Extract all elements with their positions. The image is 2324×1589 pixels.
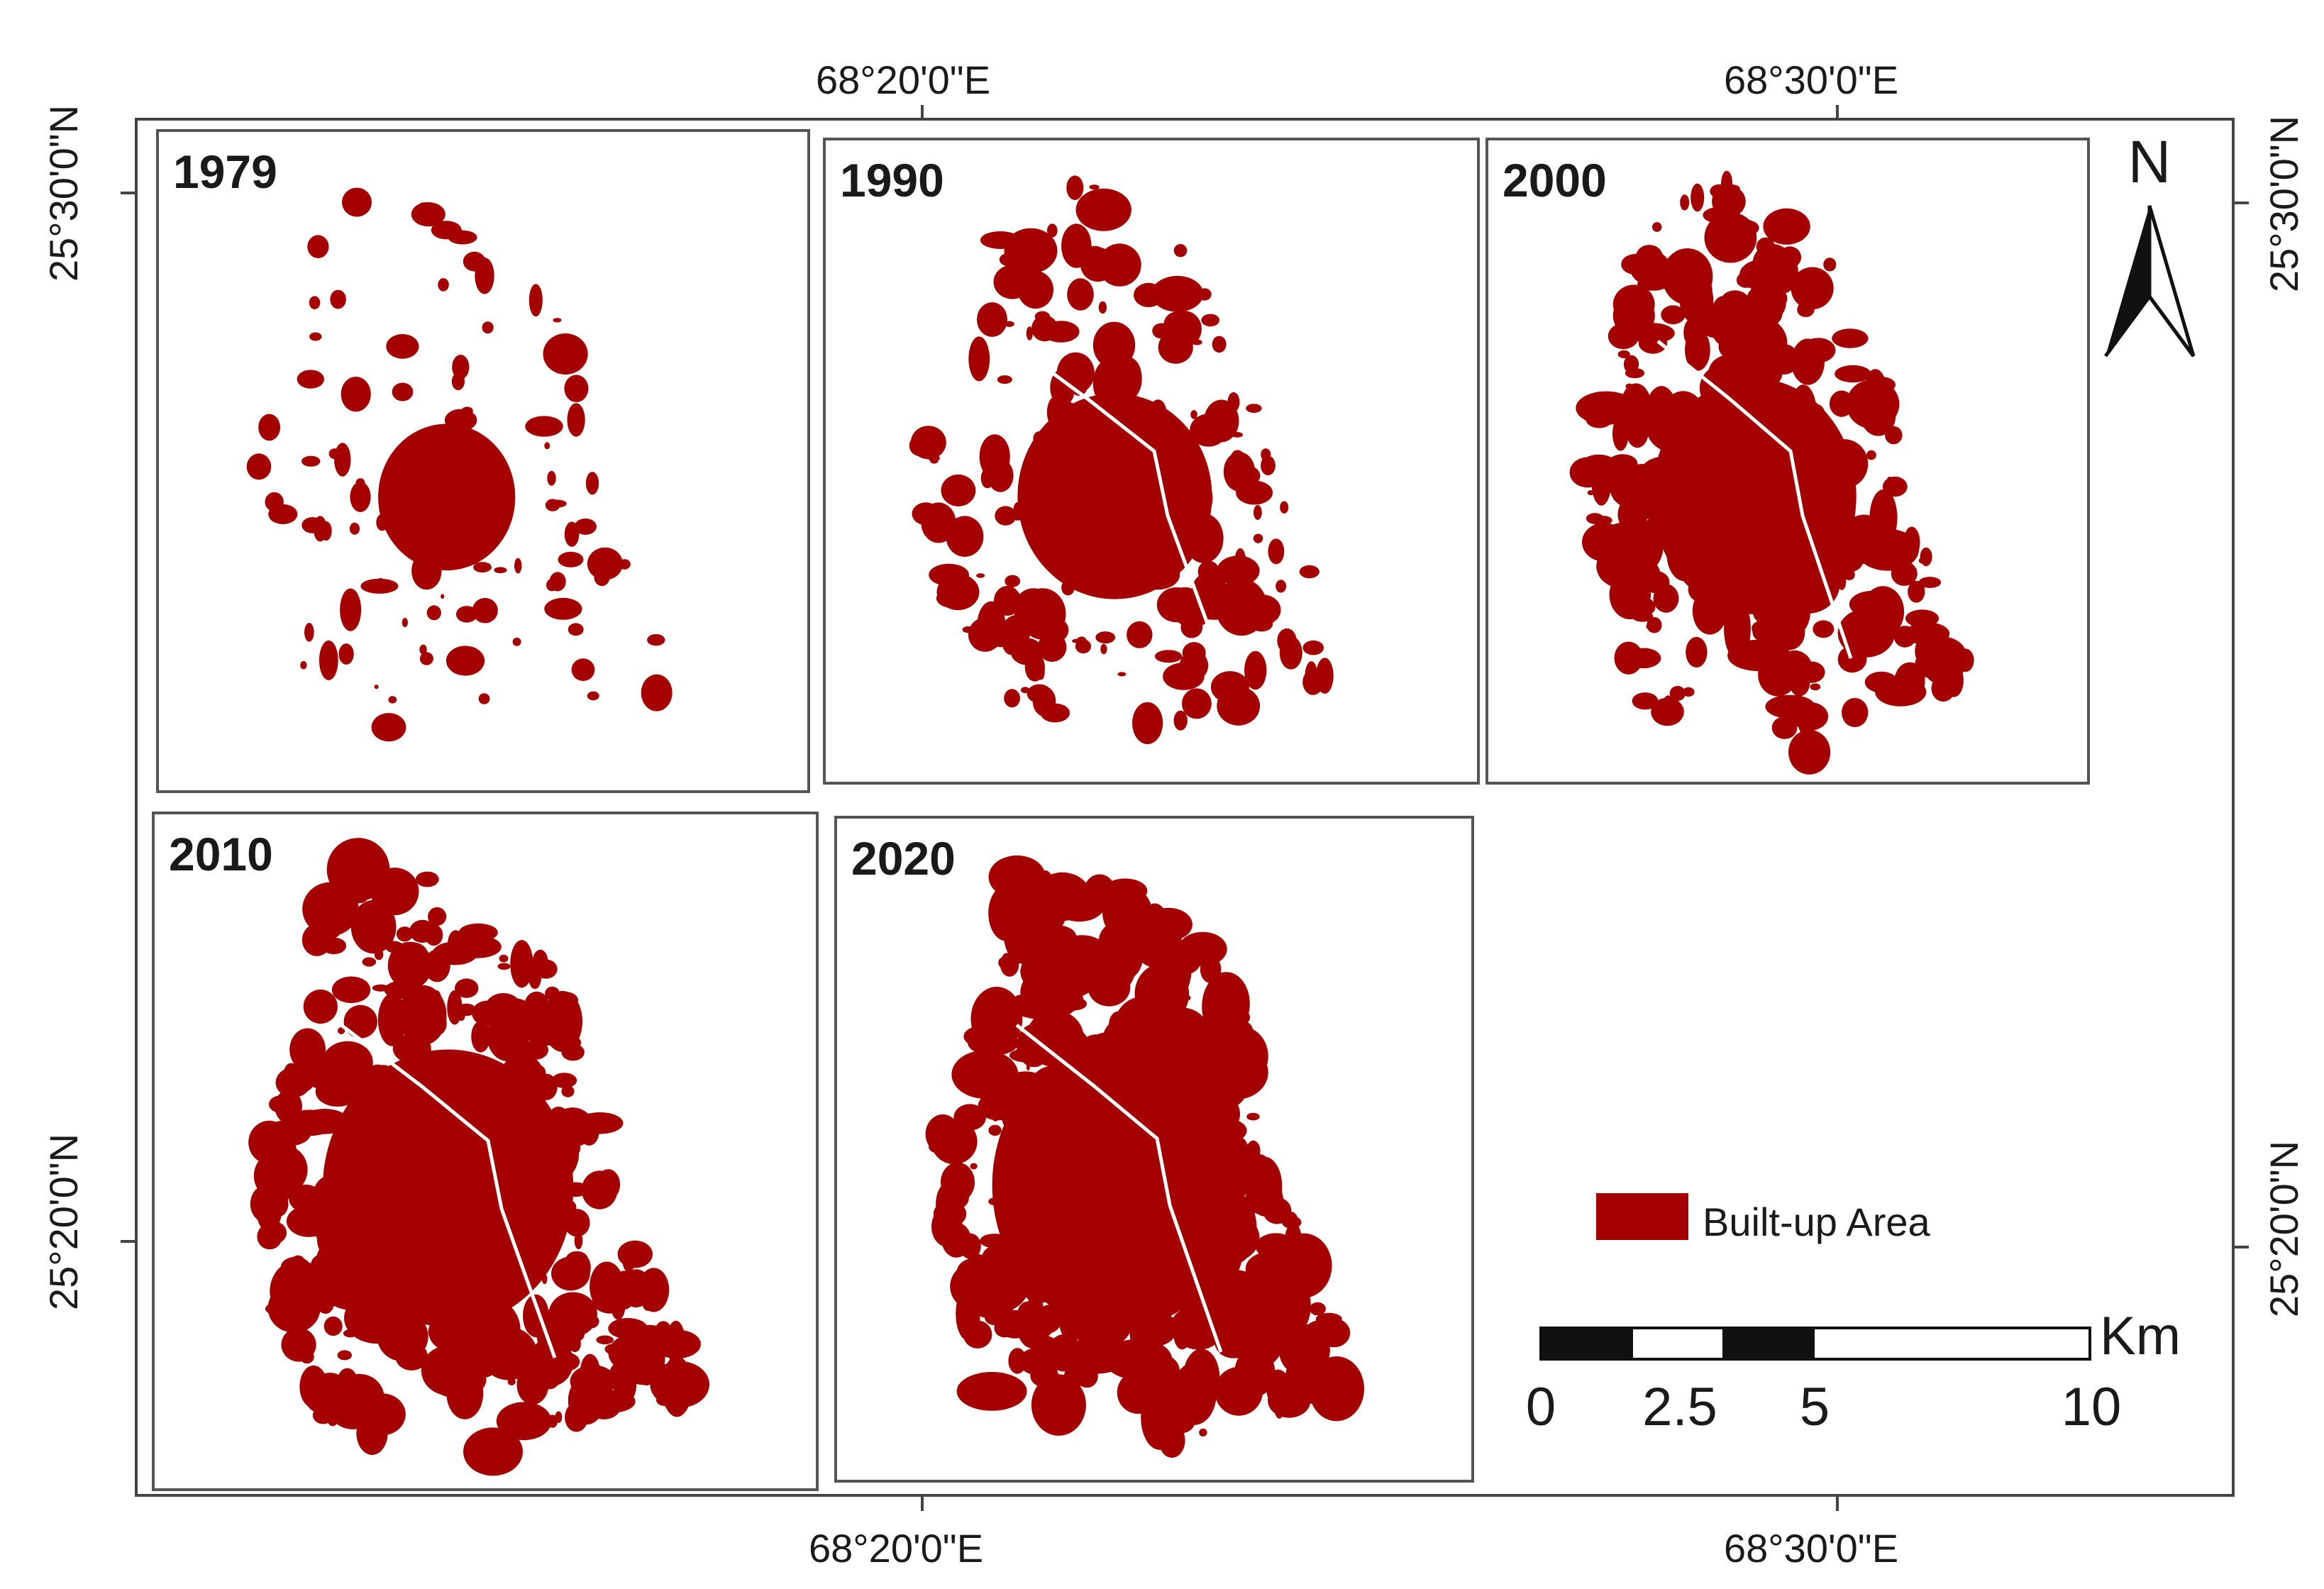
built-up-area bbox=[246, 187, 673, 742]
right-latitude-top: 25°30'0"N bbox=[2262, 115, 2307, 293]
built-up-map-2020 bbox=[925, 855, 1364, 1458]
bottom-longitude-right: 68°30'0"E bbox=[1724, 1526, 1899, 1571]
map-frame bbox=[135, 118, 2235, 1497]
built-up-area bbox=[248, 838, 709, 1476]
bottom-longitude-left: 68°20'0"E bbox=[809, 1526, 984, 1571]
built-up-area bbox=[1569, 170, 1974, 775]
left-latitude-top: 25°30'0"N bbox=[41, 104, 87, 282]
panel-year-label: 2010 bbox=[169, 828, 273, 880]
panel-year-label: 2000 bbox=[1503, 154, 1607, 206]
north-arrow: N bbox=[2100, 128, 2199, 369]
canal-line bbox=[1656, 340, 1853, 659]
map-panel-2000: 2000 bbox=[1485, 138, 2090, 785]
canal-line bbox=[1008, 339, 1222, 659]
scale-label-5: 5 bbox=[1799, 1377, 1830, 1437]
built-up-map-2010 bbox=[248, 838, 709, 1476]
tick-right-top bbox=[2233, 201, 2249, 204]
scale-unit: Km bbox=[2100, 1306, 2181, 1366]
legend-swatch bbox=[1596, 1193, 1688, 1240]
top-longitude-right: 68°30'0"E bbox=[1724, 57, 1899, 102]
panel-year-label: 1990 bbox=[840, 154, 944, 206]
built-up-map-1979 bbox=[246, 187, 673, 742]
tick-top-left bbox=[921, 105, 924, 121]
map-panel-2020: 2020 bbox=[834, 816, 1474, 1483]
map-panel-2010: 2010 bbox=[152, 812, 819, 1491]
north-arrow-icon bbox=[2103, 205, 2196, 358]
legend-label: Built-up Area bbox=[1703, 1200, 1930, 1244]
map-panel-1979: 1979 bbox=[156, 129, 810, 793]
built-up-map-2000 bbox=[1569, 170, 1974, 775]
tick-left-top bbox=[121, 192, 136, 194]
built-up-area bbox=[925, 855, 1364, 1458]
built-up-area bbox=[909, 175, 1334, 744]
canal-line bbox=[1015, 1024, 1223, 1353]
scale-bar bbox=[1539, 1327, 2091, 1361]
scale-label-2.5: 2.5 bbox=[1642, 1377, 1717, 1437]
canal-line bbox=[340, 1024, 557, 1358]
left-latitude-bottom: 25°20'0"N bbox=[41, 1133, 87, 1311]
tick-top-right bbox=[1836, 105, 1839, 121]
panel-year-label: 2020 bbox=[851, 832, 956, 885]
top-longitude-left: 68°20'0"E bbox=[816, 57, 991, 102]
map-panel-1990: 1990 bbox=[823, 138, 1480, 785]
tick-left-bottom bbox=[121, 1240, 136, 1243]
built-up-map-1990 bbox=[909, 175, 1334, 744]
north-label: N bbox=[2127, 128, 2171, 195]
tick-bottom-right bbox=[1836, 1495, 1839, 1511]
tick-right-bottom bbox=[2233, 1246, 2249, 1248]
tick-bottom-left bbox=[921, 1495, 924, 1511]
panel-year-label: 1979 bbox=[173, 145, 277, 198]
right-latitude-bottom: 25°20'0"N bbox=[2262, 1140, 2307, 1318]
scale-label-0: 0 bbox=[1525, 1377, 1556, 1437]
scale-label-10: 10 bbox=[2061, 1377, 2122, 1437]
